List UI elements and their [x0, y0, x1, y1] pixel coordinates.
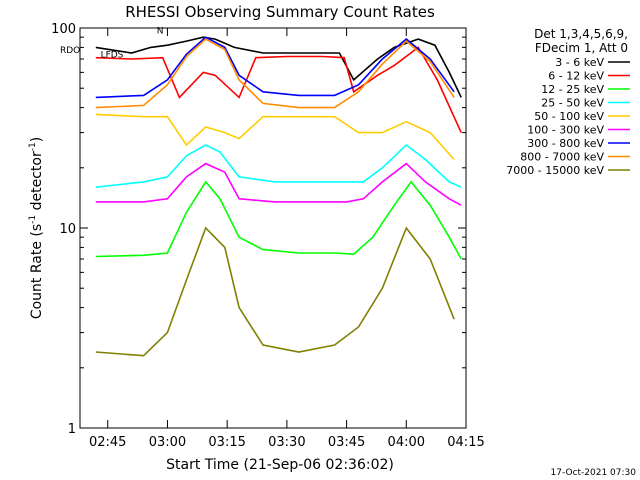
y-tick-label-3: 100	[51, 22, 76, 37]
series-line-2	[95, 46, 462, 133]
y-tick-label-2: 10	[59, 222, 76, 237]
legend-label-1: 3 - 6 keV	[555, 56, 604, 69]
x-tick-label-7: 04:15	[447, 435, 484, 450]
y-axis-label: Count Rate (s-1 detector-1)	[28, 137, 45, 319]
legend-label-8: 800 - 7000 keV	[520, 151, 604, 164]
series-layer	[95, 36, 462, 357]
series-line-7	[95, 36, 455, 99]
x-tick-label-6: 04:00	[388, 435, 425, 450]
series-line-4	[95, 143, 462, 188]
y-axis-label-sup2: -1	[28, 142, 38, 151]
series-line-1	[95, 36, 462, 98]
annotation-layer: RDO LFDS N	[60, 26, 163, 60]
series-line-9	[95, 226, 455, 357]
chart-title: RHESSI Observing Summary Count Rates	[125, 3, 435, 21]
x-tick-label-3: 03:15	[208, 435, 245, 450]
legend: Det 1,3,4,5,6,9, FDecim 1, Att 0 3 - 6 k…	[506, 27, 630, 177]
legend-label-5: 50 - 100 keV	[534, 110, 604, 123]
series-line-8	[95, 38, 455, 109]
legend-label-6: 100 - 300 keV	[527, 124, 604, 137]
legend-label-2: 6 - 12 keV	[548, 70, 604, 83]
annotation-label-3: N	[157, 26, 164, 36]
y-axis-label-sup: -1	[28, 215, 38, 224]
x-tick-label-4: 03:30	[268, 435, 305, 450]
x-axis: 02:45 03:00 03:15 03:30 03:45 04:00 04:15	[89, 28, 485, 450]
legend-header-line-2: FDecim 1, Att 0	[535, 41, 628, 55]
legend-label-9: 7000 - 15000 keV	[506, 164, 604, 177]
legend-label-3: 12 - 25 keV	[541, 83, 604, 96]
series-line-3	[95, 180, 462, 260]
x-axis-label: Start Time (21-Sep-06 02:36:02)	[166, 457, 394, 473]
series-line-6	[95, 162, 462, 206]
y-axis-label-end: )	[29, 137, 45, 142]
legend-label-4: 25 - 50 keV	[541, 97, 604, 110]
y-axis-label-main: Count Rate (s	[29, 224, 45, 319]
annotation-label-2: LFDS	[101, 51, 124, 61]
legend-label-7: 300 - 800 keV	[527, 137, 604, 150]
plot-frame	[79, 27, 467, 429]
x-tick-label-1: 02:45	[89, 435, 126, 450]
y-axis: 1 10 100	[51, 22, 466, 437]
x-tick-label-2: 03:00	[149, 435, 186, 450]
y-axis-label-rest: detector	[29, 151, 45, 215]
annotation-label-1: RDO	[60, 46, 80, 56]
series-line-5	[95, 113, 455, 161]
footer-date: 17-Oct-2021 07:30	[551, 468, 637, 478]
x-tick-label-5: 03:45	[328, 435, 365, 450]
legend-header-line-1: Det 1,3,4,5,6,9,	[534, 27, 628, 41]
y-tick-label-1: 1	[68, 422, 76, 437]
